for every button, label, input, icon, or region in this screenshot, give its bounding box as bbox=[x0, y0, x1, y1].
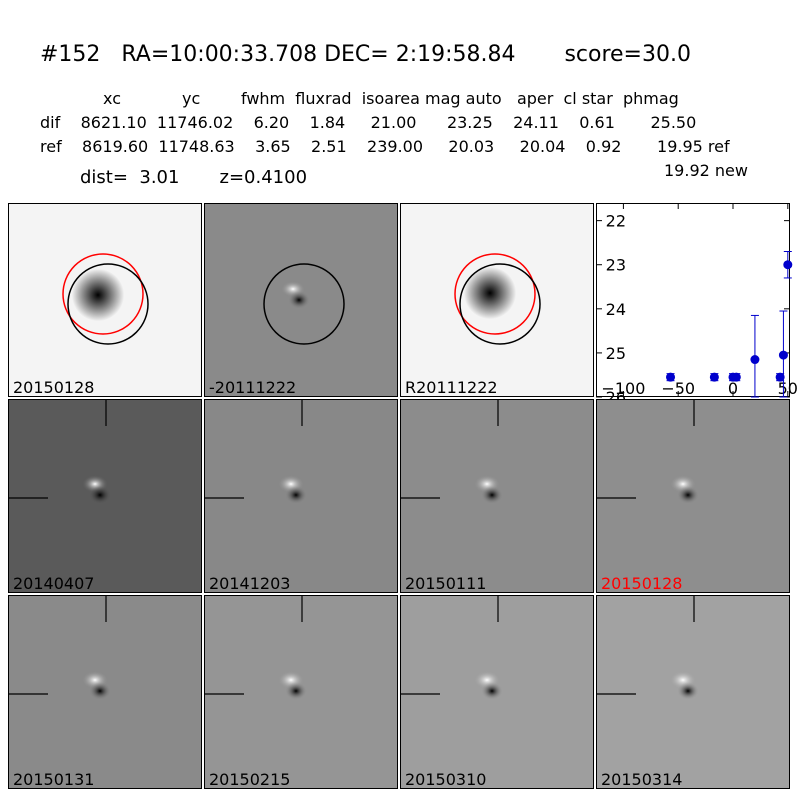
ref-row: ref 8619.60 11748.63 3.65 2.51 239.00 20… bbox=[40, 137, 730, 156]
stamp-date-label: 20150131 bbox=[13, 770, 95, 789]
stamp-image bbox=[597, 596, 789, 788]
y-tick-label: 24 bbox=[606, 300, 626, 319]
panel-label: 20150128 bbox=[13, 378, 95, 397]
columns-header: xc yc fwhm fluxrad isoarea mag auto aper… bbox=[103, 89, 679, 108]
candidate-title: #152 RA=10:00:33.708 DEC= 2:19:58.84 sco… bbox=[40, 42, 691, 67]
epoch-stamp: 20150310 bbox=[400, 595, 594, 789]
x-tick-label: 0 bbox=[728, 379, 738, 398]
dist-redshift: dist= 3.01 z=0.4100 bbox=[80, 167, 308, 188]
plot-frame bbox=[596, 203, 790, 397]
y-tick-label: 22 bbox=[606, 212, 626, 231]
reference-image bbox=[401, 204, 593, 396]
panel-label: -20111222 bbox=[209, 378, 297, 397]
stamp-date-label: 20150314 bbox=[601, 770, 683, 789]
stamp-image bbox=[401, 596, 593, 788]
difference-image-panel: -20111222 bbox=[204, 203, 398, 397]
stamp-date-label: 20140407 bbox=[13, 574, 95, 593]
stamp-date-label: 20141203 bbox=[209, 574, 291, 593]
data-point bbox=[666, 372, 676, 382]
black-aperture-circle bbox=[459, 263, 541, 345]
stamp-date-label: 20150128 bbox=[601, 574, 683, 593]
science-image bbox=[9, 204, 201, 396]
science-image-panel: 20150128 bbox=[8, 203, 202, 397]
reference-image-panel: R20111222 bbox=[400, 203, 594, 397]
y-tick-label: 23 bbox=[606, 256, 626, 275]
stamp-date-label: 20150310 bbox=[405, 770, 487, 789]
stamp-image bbox=[9, 596, 201, 788]
stamp-image bbox=[205, 400, 397, 592]
x-tick-label: 50 bbox=[778, 379, 798, 398]
black-aperture-circle bbox=[263, 263, 345, 345]
stamp-image bbox=[597, 400, 789, 592]
stamp-image bbox=[205, 596, 397, 788]
stamp-image bbox=[401, 400, 593, 592]
x-tick-label: −100 bbox=[601, 379, 645, 398]
red-aperture-circle bbox=[454, 253, 536, 335]
epoch-stamp: 20150111 bbox=[400, 399, 594, 593]
stamp-date-label: 20150111 bbox=[405, 574, 487, 593]
black-aperture-circle bbox=[67, 263, 149, 345]
data-point bbox=[731, 372, 741, 382]
data-point bbox=[775, 372, 785, 382]
epoch-stamp: 20150131 bbox=[8, 595, 202, 789]
data-point bbox=[709, 372, 719, 382]
difference-image bbox=[205, 204, 397, 396]
panel-label: R20111222 bbox=[405, 378, 498, 397]
data-point bbox=[750, 355, 760, 365]
epoch-stamp: 20150128 bbox=[596, 399, 790, 593]
epoch-stamp: 20140407 bbox=[8, 399, 202, 593]
epoch-stamp: 20150314 bbox=[596, 595, 790, 789]
epoch-stamp: 20150215 bbox=[204, 595, 398, 789]
stamp-image bbox=[9, 400, 201, 592]
x-tick-label: −50 bbox=[661, 379, 695, 398]
new-mag: 19.92 new bbox=[664, 161, 748, 180]
y-tick-label: 25 bbox=[606, 344, 626, 363]
stamp-date-label: 20150215 bbox=[209, 770, 291, 789]
epoch-stamp: 20141203 bbox=[204, 399, 398, 593]
red-aperture-circle bbox=[62, 253, 144, 335]
dif-row: dif 8621.10 11746.02 6.20 1.84 21.00 23.… bbox=[40, 113, 697, 132]
data-point bbox=[783, 260, 793, 270]
data-point bbox=[778, 350, 788, 360]
